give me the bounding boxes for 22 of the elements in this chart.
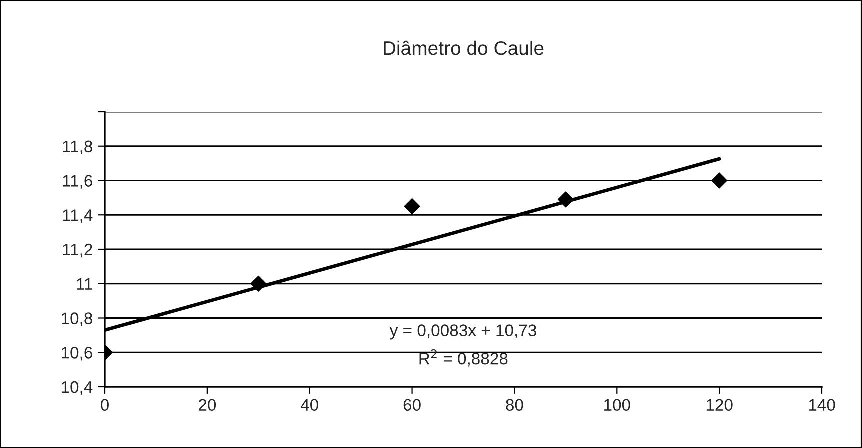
chart-title: Diâmetro do Caule bbox=[384, 40, 544, 56]
x-tick-label: 120 bbox=[706, 399, 733, 412]
x-tick-label: 80 bbox=[506, 399, 524, 412]
x-tick-label: 140 bbox=[809, 399, 836, 412]
point bbox=[558, 192, 574, 208]
point bbox=[712, 172, 728, 189]
annotation: y = 0,0083x + 10,73 bbox=[390, 324, 536, 340]
y-tick-label: 11,4 bbox=[63, 210, 93, 224]
y-tick-label: 11,8 bbox=[63, 140, 92, 155]
x-tick-label: 20 bbox=[199, 399, 216, 412]
y-tick-label: 10,8 bbox=[62, 312, 92, 326]
x-tick-label: 100 bbox=[604, 399, 630, 412]
x-tick-label: 40 bbox=[300, 399, 318, 412]
y-tick-label: 10,6 bbox=[62, 347, 92, 361]
y-tick-label: 11,6 bbox=[63, 175, 92, 189]
x-tick-label: 60 bbox=[404, 399, 421, 412]
x-tick-label: 0 bbox=[101, 399, 109, 412]
y-tick-label: 10,4 bbox=[62, 381, 93, 396]
y-tick-label: 11 bbox=[77, 278, 92, 290]
point bbox=[404, 198, 420, 215]
point bbox=[250, 276, 267, 292]
y-tick-label: 11,2 bbox=[63, 244, 92, 258]
